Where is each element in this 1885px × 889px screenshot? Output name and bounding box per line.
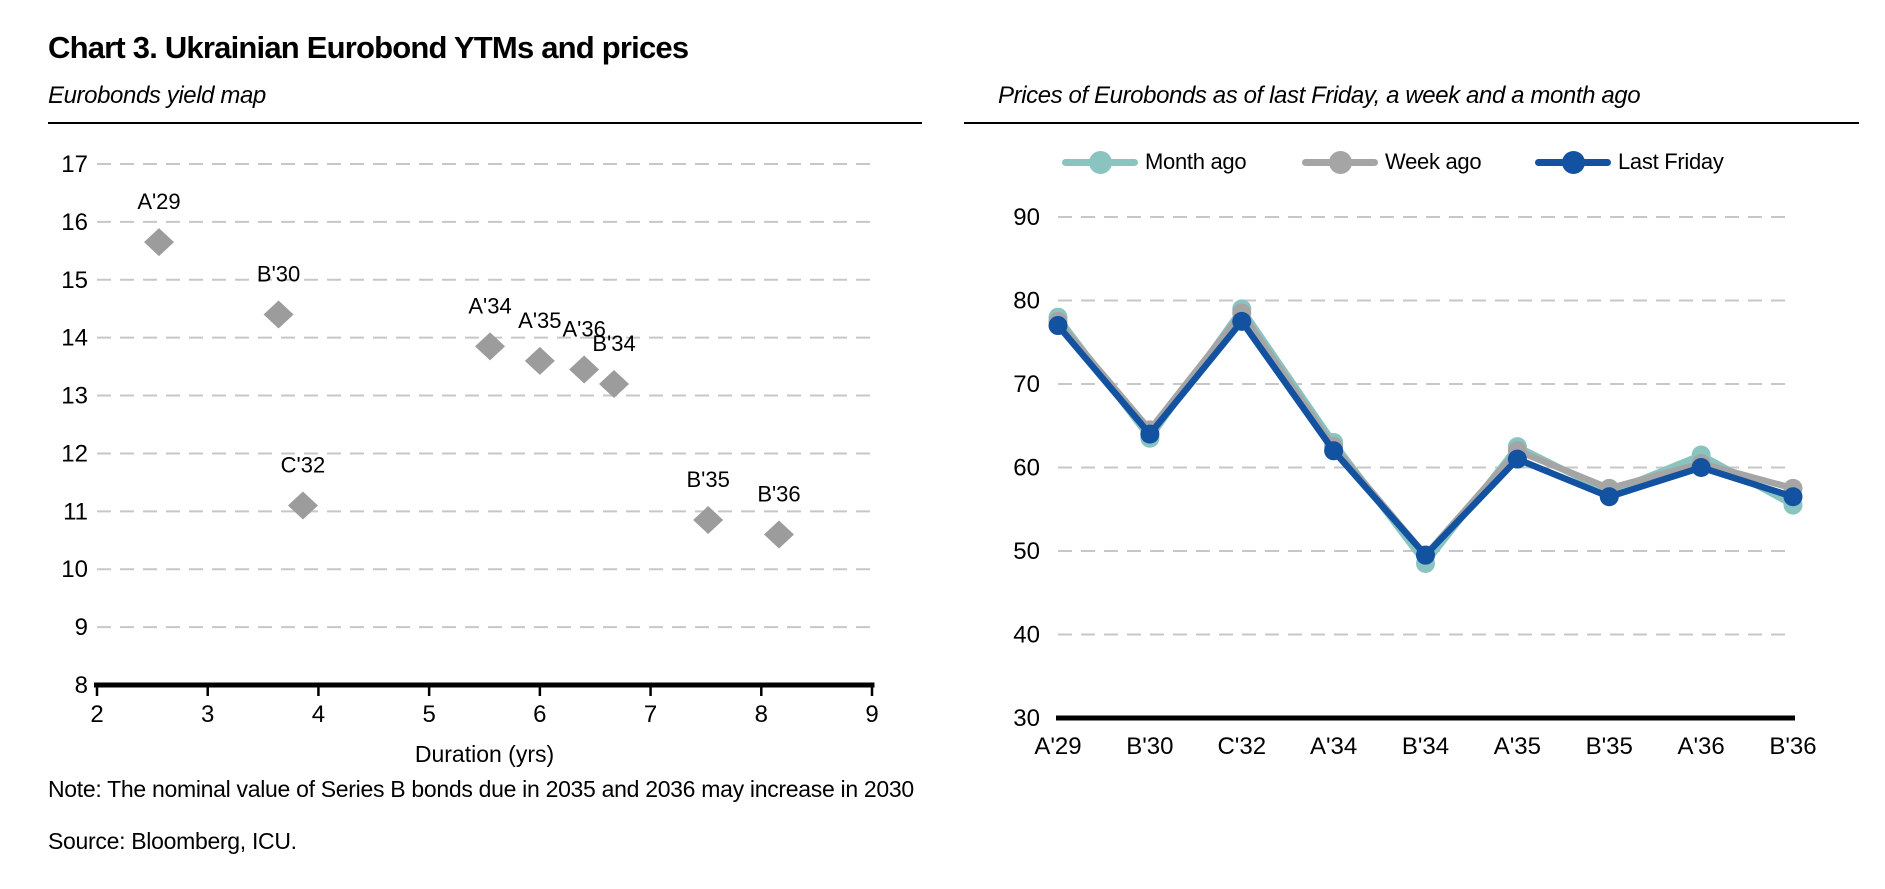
y-tick-label: 80 (1013, 288, 1040, 315)
scatter-point-label: C'32 (281, 453, 326, 478)
series-line (1054, 318, 1797, 559)
legend-item-week-ago: Week ago (1302, 149, 1482, 174)
legend-item-month-ago: Month ago (1062, 149, 1247, 174)
scatter-point (475, 332, 506, 361)
yield-map-plot: 8 9 10 11 12 13 14 15 16 17 2 3 4 5 6 7 8 9 Duration (yrs)… (61, 151, 878, 767)
page-title: Chart 3. Ukrainian Eurobond YTMs and pri… (48, 30, 689, 65)
y-tick-label: 10 (61, 556, 88, 583)
left-chart-subtitle: Eurobonds yield map (48, 82, 266, 109)
scatter-point (569, 355, 600, 384)
prices-chart: 30 40 50 60 70 80 90 A'29 B'30 C'32 A'34 B'34 A'35 B'… (964, 126, 1859, 786)
prices-plot: 30 40 50 60 70 80 90 A'29 B'30 C'32 A'34 B'34 A'35 B'… (1013, 204, 1816, 760)
x-tick-label: 4 (312, 701, 325, 728)
series-line (1054, 309, 1797, 559)
x-category-label: B'36 (1769, 733, 1816, 760)
scatter-point (764, 520, 794, 549)
y-tick-label: 17 (61, 151, 88, 178)
x-tick-label: 8 (755, 701, 768, 728)
series-point (1599, 487, 1619, 507)
left-header-rule (48, 122, 922, 124)
legend-dot (1328, 150, 1352, 174)
x-category-label: A'35 (1494, 733, 1541, 760)
x-category-label: B'34 (1402, 733, 1449, 760)
y-tick-label: 70 (1013, 371, 1040, 398)
x-category-label: B'30 (1126, 733, 1173, 760)
series-point (1140, 424, 1160, 444)
x-tick-label: 7 (644, 701, 657, 728)
y-tick-label: 16 (61, 209, 88, 236)
series-point (1691, 458, 1711, 477)
y-tick-label: 15 (61, 267, 88, 294)
scatter-point (693, 506, 724, 535)
y-tick-label: 9 (75, 614, 88, 641)
y-tick-label: 11 (63, 498, 88, 525)
y-tick-label: 50 (1013, 538, 1040, 565)
x-category-label: A'34 (1310, 733, 1357, 760)
y-tick-label: 90 (1013, 204, 1040, 231)
scatter-point (144, 228, 174, 257)
series-point (1416, 545, 1435, 565)
scatter-point (263, 300, 294, 329)
scatter-point (599, 369, 630, 398)
scatter-point-label: B'30 (257, 262, 300, 287)
legend-dot (1561, 150, 1585, 174)
y-tick-label: 13 (61, 383, 88, 410)
legend-item-last-friday: Last Friday (1535, 149, 1724, 174)
right-chart-subtitle: Prices of Eurobonds as of last Friday, a… (998, 82, 1641, 109)
scatter-point-label: B'34 (592, 331, 635, 356)
x-category-label: A'36 (1677, 733, 1724, 760)
scatter-point-label: A'35 (518, 308, 561, 333)
y-tick-label: 8 (75, 672, 88, 699)
scatter-point-label: B'36 (757, 481, 800, 506)
scatter-point (524, 346, 555, 375)
series-point (1507, 449, 1527, 469)
x-category-label: A'29 (1034, 733, 1081, 760)
x-category-label: C'32 (1217, 733, 1266, 760)
chart-source: Source: Bloomberg, ICU. (48, 828, 297, 854)
y-tick-label: 14 (61, 325, 88, 352)
week-ago-line-icon (1302, 150, 1378, 174)
legend-label-month-ago: Month ago (1145, 149, 1247, 174)
month-ago-line-icon (1062, 150, 1138, 174)
y-tick-label: 12 (61, 440, 88, 467)
series-point (1232, 311, 1252, 331)
last-friday-line-icon (1535, 150, 1611, 174)
yield-map-chart: 8 9 10 11 12 13 14 15 16 17 2 3 4 5 6 7 8 9 Duration (yrs)… (48, 126, 922, 786)
chart-note: Note: The nominal value of Series B bond… (48, 776, 914, 802)
x-tick-label: 6 (533, 701, 546, 728)
legend-label-week-ago: Week ago (1385, 149, 1482, 174)
legend-dot (1088, 150, 1112, 174)
scatter-point-label: B'35 (686, 467, 729, 492)
x-tick-label: 2 (90, 701, 103, 728)
x-category-label: B'35 (1586, 733, 1633, 760)
series-point (1783, 487, 1803, 507)
series-point (1048, 316, 1068, 336)
x-tick-label: 3 (201, 701, 214, 728)
scatter-point-label: A'36 (562, 317, 605, 342)
scatter-point (287, 491, 318, 520)
y-tick-label: 60 (1013, 455, 1040, 482)
scatter-point-label: A'29 (137, 189, 180, 214)
x-tick-label: 5 (422, 701, 435, 728)
x-axis-title: Duration (yrs) (415, 741, 554, 767)
y-tick-label: 40 (1013, 622, 1040, 649)
series-point (1324, 441, 1344, 461)
y-tick-label: 30 (1013, 705, 1040, 732)
scatter-point-label: A'34 (468, 293, 511, 318)
legend-label-last-friday: Last Friday (1618, 149, 1724, 174)
series-line (1054, 305, 1797, 567)
x-tick-label: 9 (865, 701, 878, 728)
right-header-rule (964, 122, 1859, 124)
